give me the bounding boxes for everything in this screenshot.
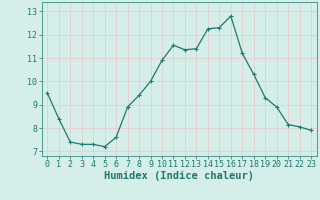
X-axis label: Humidex (Indice chaleur): Humidex (Indice chaleur) (104, 171, 254, 181)
